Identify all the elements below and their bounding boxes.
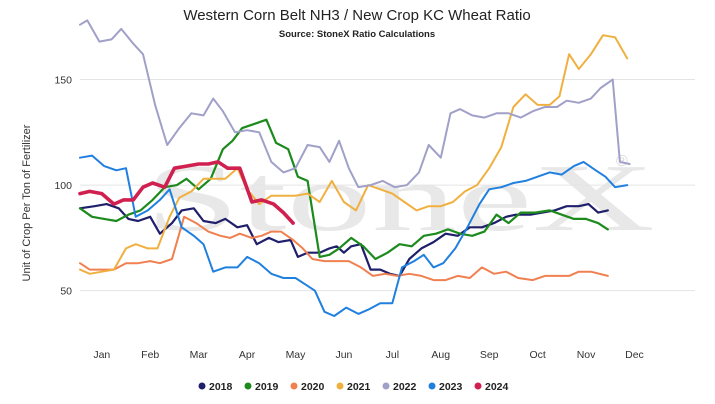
series-line-2023 xyxy=(79,154,629,317)
legend-item-2019[interactable]: 2019 xyxy=(244,381,279,393)
x-tick-label: Oct xyxy=(529,349,545,361)
x-tick-label: May xyxy=(286,349,307,361)
x-tick-label: Nov xyxy=(577,349,596,361)
legend-marker xyxy=(474,382,482,390)
y-axis-ticks: 50 100 150 xyxy=(54,75,72,298)
series-line-2019 xyxy=(78,118,609,261)
legend-label: 2018 xyxy=(209,381,233,393)
legend-item-2023[interactable]: 2023 xyxy=(428,381,463,393)
legend-item-2022[interactable]: 2022 xyxy=(382,381,417,393)
legend-marker xyxy=(382,382,390,390)
legend-marker xyxy=(244,382,252,390)
legend-label: 2019 xyxy=(255,381,279,393)
y-tick-label: 150 xyxy=(54,75,72,87)
x-tick-label: Jun xyxy=(335,349,352,361)
legend-label: 2022 xyxy=(393,381,417,393)
legend-item-2021[interactable]: 2021 xyxy=(336,381,371,393)
legend-label: 2024 xyxy=(485,381,509,393)
x-tick-label: Mar xyxy=(190,349,209,361)
legend-marker xyxy=(290,382,298,390)
series-line-2021 xyxy=(79,34,629,275)
series-line-2024 xyxy=(78,160,295,225)
watermark-logo: StoneX xyxy=(145,144,655,251)
x-tick-label: Apr xyxy=(239,349,256,361)
chart-title: Western Corn Belt NH3 / New Crop KC Whea… xyxy=(183,7,530,24)
legend-item-2018[interactable]: 2018 xyxy=(198,381,233,393)
gridlines xyxy=(80,79,695,292)
legend[interactable]: 2018 2019 2020 2021 2022 2023 2024 xyxy=(198,381,509,393)
x-tick-label: Sep xyxy=(480,349,499,361)
y-tick-label: 50 xyxy=(60,286,72,298)
legend-marker xyxy=(336,382,344,390)
y-axis-label: Unit of Crop Per Ton of Fertilizer xyxy=(21,124,33,281)
legend-label: 2020 xyxy=(301,381,325,393)
legend-label: 2023 xyxy=(439,381,463,393)
series-line-2022 xyxy=(79,19,631,189)
x-tick-label: Feb xyxy=(141,349,159,361)
chart-subtitle: Source: StoneX Ratio Calculations xyxy=(279,29,435,40)
x-tick-label: Jan xyxy=(93,349,110,361)
series-lines xyxy=(78,19,631,317)
series-line-2018 xyxy=(78,203,609,277)
legend-item-2024[interactable]: 2024 xyxy=(474,381,509,393)
watermark: StoneX ® xyxy=(145,144,655,251)
x-tick-label: Dec xyxy=(625,349,644,361)
legend-marker xyxy=(428,382,436,390)
x-tick-label: Jul xyxy=(386,349,399,361)
y-tick-label: 100 xyxy=(54,180,72,192)
x-tick-label: Aug xyxy=(431,349,450,361)
legend-item-2020[interactable]: 2020 xyxy=(290,381,325,393)
series-line-2020 xyxy=(79,215,609,282)
x-axis-ticks: Jan Feb Mar Apr May Jun Jul Aug Sep Oct Nov Dec xyxy=(93,349,643,361)
legend-marker xyxy=(198,382,206,390)
legend-label: 2021 xyxy=(347,381,371,393)
